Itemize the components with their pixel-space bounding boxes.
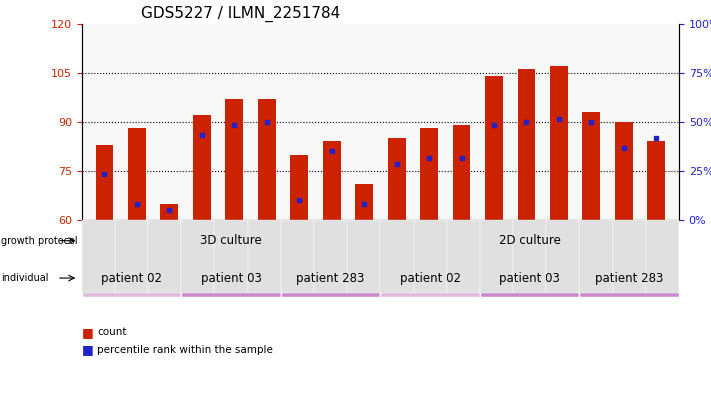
Bar — [615, 122, 633, 220]
Text: ■: ■ — [82, 325, 94, 339]
Bar — [387, 138, 405, 220]
Text: 2D culture: 2D culture — [498, 234, 561, 247]
Text: patient 283: patient 283 — [595, 272, 663, 285]
Text: patient 02: patient 02 — [101, 272, 162, 285]
Bar — [485, 76, 503, 220]
Text: 3D culture: 3D culture — [201, 234, 262, 247]
Text: individual: individual — [1, 273, 49, 283]
Text: ■: ■ — [82, 343, 94, 356]
Bar — [582, 112, 600, 220]
Text: patient 02: patient 02 — [400, 272, 461, 285]
Bar — [128, 129, 146, 220]
Bar — [161, 204, 178, 220]
Bar — [95, 145, 114, 220]
Bar — [258, 99, 276, 220]
Bar — [356, 184, 373, 220]
Bar — [647, 141, 665, 220]
Text: count: count — [97, 327, 127, 337]
Text: percentile rank within the sample: percentile rank within the sample — [97, 345, 273, 355]
Text: growth protocol: growth protocol — [1, 236, 78, 246]
Bar — [225, 99, 243, 220]
Text: patient 283: patient 283 — [296, 272, 365, 285]
Bar — [193, 115, 210, 220]
Bar — [323, 141, 341, 220]
Text: GDS5227 / ILMN_2251784: GDS5227 / ILMN_2251784 — [141, 6, 341, 22]
Bar — [518, 70, 535, 220]
Text: patient 03: patient 03 — [201, 272, 262, 285]
Bar — [290, 154, 308, 220]
Bar — [420, 129, 438, 220]
Text: patient 03: patient 03 — [499, 272, 560, 285]
Bar — [550, 66, 568, 220]
Bar — [453, 125, 471, 220]
